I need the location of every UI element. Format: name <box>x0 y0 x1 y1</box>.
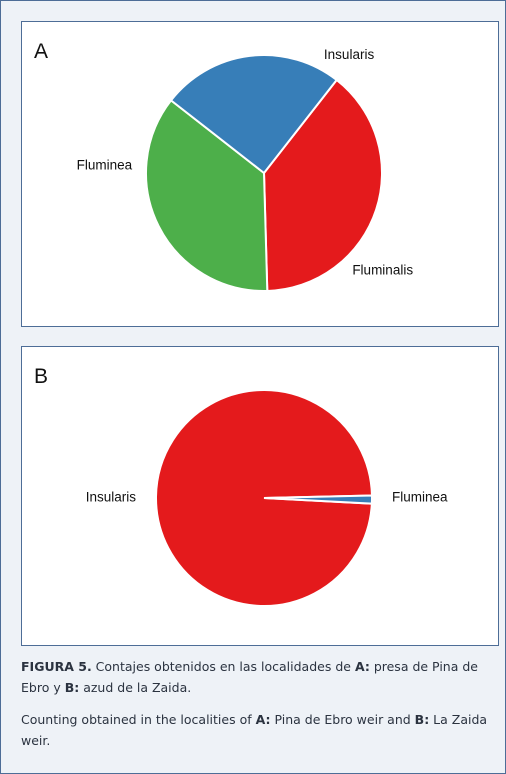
caption-es-text-2: presa de Pina de Ebro y <box>21 659 478 695</box>
pie-slice-fluminalis <box>145 98 269 292</box>
caption-es-a: A: <box>354 659 370 674</box>
panel-b: B Insularis Fluminea <box>21 346 499 646</box>
pie-slice-fluminea <box>169 54 339 175</box>
slice-label-fluminea: Fluminea <box>392 490 448 505</box>
slice-label-fluminea: Fluminea <box>77 158 133 173</box>
caption-es-text-3: azud de la Zaida. <box>79 680 192 695</box>
caption-english: Counting obtained in the localities of A… <box>21 709 501 751</box>
caption-es-text-1: Contajes obtenidos en las localidades de <box>91 659 355 674</box>
caption-es-b: B: <box>64 680 80 695</box>
slice-label-insularis: Insularis <box>324 47 375 62</box>
caption-en-text-1: Counting obtained in the localities of <box>21 712 256 727</box>
caption-figure-number: FIGURA 5. <box>21 659 92 674</box>
caption-spanish: FIGURA 5. Contajes obtenidos en las loca… <box>21 656 501 698</box>
caption-en-text-3: La Zaida weir. <box>21 712 488 748</box>
caption-en-text-2: Pina de Ebro weir and <box>270 712 415 727</box>
caption-en-a: A: <box>255 712 271 727</box>
slice-label-insularis: Insularis <box>86 490 137 505</box>
slice-label-fluminalis: Fluminalis <box>352 263 413 278</box>
pie-slice-fluminea <box>263 494 373 505</box>
pie-slice-insularis <box>262 78 383 292</box>
panel-label-b: B <box>34 365 49 388</box>
pie-chart-b: Insularis Fluminea <box>86 389 448 608</box>
panel-a: A Insularis Fluminalis Fluminea <box>21 21 499 327</box>
panel-label-a: A <box>34 40 49 63</box>
pie-chart-a: Insularis Fluminalis Fluminea <box>77 47 413 292</box>
caption-en-b: B: <box>414 712 430 727</box>
